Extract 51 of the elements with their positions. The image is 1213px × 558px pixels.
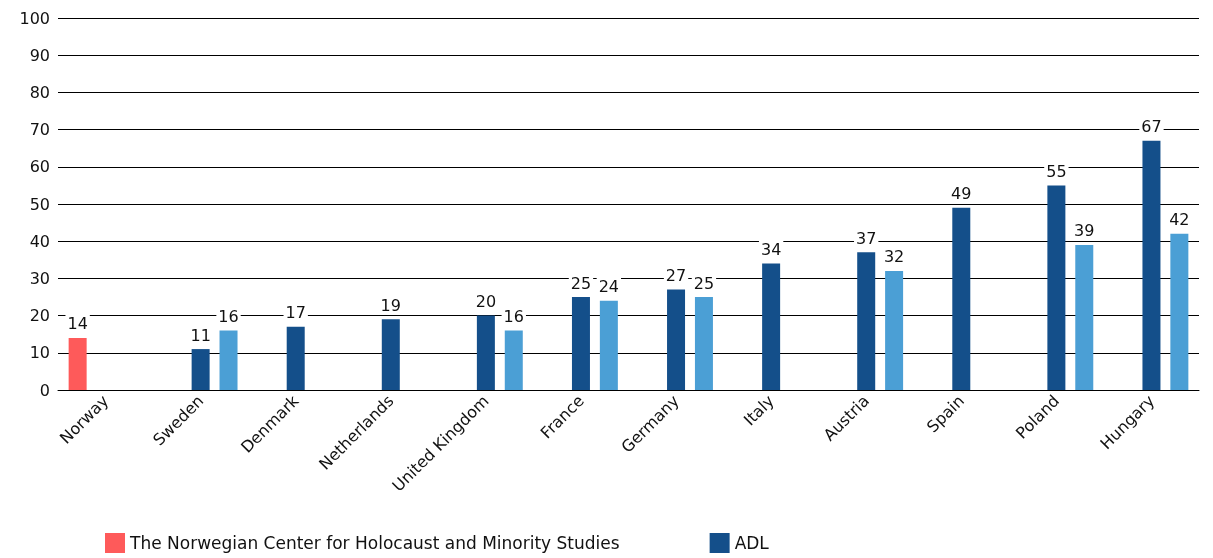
bar bbox=[599, 300, 618, 390]
bar bbox=[476, 315, 495, 390]
data-label: 37 bbox=[856, 228, 877, 248]
bar bbox=[191, 349, 210, 390]
data-label: 67 bbox=[1141, 117, 1162, 137]
bar bbox=[762, 263, 781, 390]
data-label: 16 bbox=[218, 306, 239, 326]
data-label: 16 bbox=[503, 306, 524, 326]
y-tick-label: 100 bbox=[19, 8, 50, 28]
bar bbox=[504, 330, 523, 390]
bar bbox=[571, 297, 590, 390]
data-label: 34 bbox=[760, 240, 782, 260]
y-tick-label: 70 bbox=[29, 120, 50, 140]
legend-label: ADL bbox=[734, 533, 770, 553]
data-label: 19 bbox=[380, 295, 401, 315]
bar bbox=[286, 326, 305, 390]
bar bbox=[381, 319, 400, 390]
bar bbox=[952, 207, 971, 390]
y-tick-label: 0 bbox=[39, 380, 50, 400]
data-label: 39 bbox=[1074, 221, 1095, 241]
legend-label: The Norwegian Center for Holocaust and Minority Studies bbox=[129, 533, 620, 553]
bar bbox=[1170, 233, 1189, 390]
bar bbox=[885, 270, 904, 390]
bar bbox=[219, 330, 238, 390]
y-tick-label: 30 bbox=[29, 268, 50, 288]
data-label: 27 bbox=[665, 266, 687, 286]
y-tick-label: 40 bbox=[29, 231, 50, 251]
data-label: 55 bbox=[1046, 161, 1067, 181]
data-label: 42 bbox=[1169, 210, 1190, 230]
data-label: 32 bbox=[883, 247, 905, 267]
data-label: 24 bbox=[598, 277, 620, 297]
y-tick-label: 10 bbox=[29, 343, 50, 363]
data-label: 20 bbox=[475, 292, 497, 312]
y-tick-label: 20 bbox=[29, 306, 50, 326]
bar bbox=[857, 252, 876, 390]
y-tick-label: 50 bbox=[29, 194, 50, 214]
bar bbox=[1142, 140, 1161, 390]
data-label: 49 bbox=[951, 184, 972, 204]
data-label: 25 bbox=[693, 273, 715, 293]
y-tick-label: 60 bbox=[29, 157, 50, 177]
data-label: 14 bbox=[67, 314, 88, 334]
y-tick-label: 90 bbox=[29, 45, 50, 65]
data-label: 25 bbox=[570, 273, 592, 293]
bar bbox=[68, 337, 87, 390]
bar bbox=[1047, 185, 1066, 390]
data-label: 17 bbox=[285, 303, 306, 323]
bar bbox=[667, 289, 686, 390]
y-tick-label: 80 bbox=[29, 82, 50, 102]
data-label: 11 bbox=[190, 325, 211, 345]
bar bbox=[694, 297, 713, 390]
bar bbox=[1075, 244, 1094, 390]
